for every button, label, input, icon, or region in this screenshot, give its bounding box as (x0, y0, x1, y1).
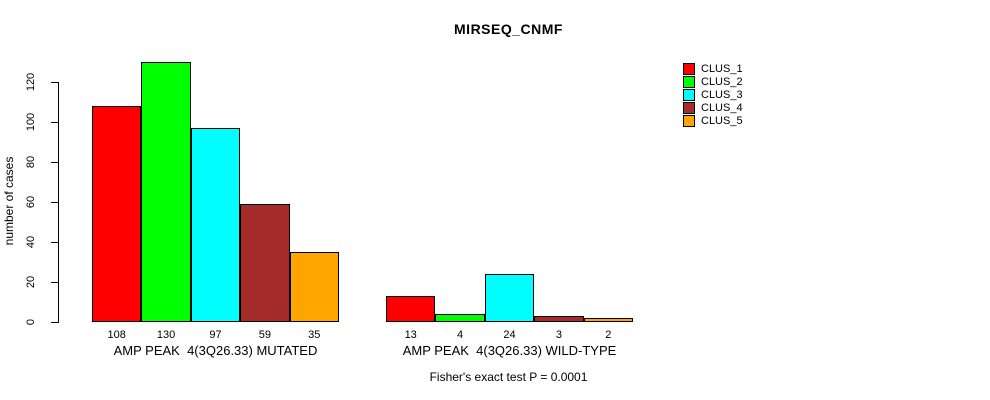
fisher-test-annotation: Fisher's exact test P = 0.0001 (429, 370, 588, 384)
group-label: AMP PEAK 4(3Q26.33) WILD-TYPE (402, 343, 617, 358)
legend-label: CLUS_2 (701, 76, 743, 88)
bar-clus_5-group2 (583, 318, 633, 322)
bar-clus_4-group1 (240, 204, 290, 322)
bar-value-label: 108 (107, 329, 126, 341)
y-tick (51, 202, 58, 203)
bar-clus_2-group2 (435, 314, 485, 322)
bar-clus_3-group2 (484, 274, 535, 322)
bar-value-label: 130 (156, 329, 176, 341)
bar-clus_2-group1 (141, 62, 191, 322)
y-tick (51, 162, 58, 163)
legend-label: CLUS_5 (701, 115, 743, 127)
legend-label: CLUS_1 (701, 63, 743, 75)
bar-clus_4-group2 (534, 316, 584, 322)
y-tick-label: 100 (25, 112, 37, 132)
y-tick-label: 60 (25, 195, 37, 209)
y-tick-label: 80 (25, 155, 37, 169)
bar-value-label: 35 (308, 329, 321, 341)
legend-swatch (683, 76, 695, 88)
bar-value-label: 13 (404, 329, 417, 341)
bar-clus_1-group1 (92, 106, 142, 322)
y-tick-label: 20 (25, 275, 37, 289)
legend-swatch (683, 89, 695, 101)
y-axis-label: number of cases (2, 156, 16, 246)
bar-clus_5-group1 (289, 252, 339, 322)
y-tick (51, 122, 58, 123)
bar-clus_1-group2 (386, 296, 436, 322)
legend-label: CLUS_4 (701, 102, 743, 114)
bar-value-label: 59 (258, 329, 272, 341)
bar-value-label: 4 (457, 329, 464, 341)
group-label: AMP PEAK 4(3Q26.33) MUTATED (113, 343, 318, 358)
y-tick (51, 242, 58, 243)
legend-swatch (683, 102, 695, 114)
y-tick-label: 0 (25, 318, 37, 326)
y-tick (51, 82, 58, 83)
bar-clus_3-group1 (190, 128, 241, 322)
legend-label: CLUS_3 (701, 89, 743, 101)
y-tick-label: 120 (25, 72, 37, 92)
bar-value-label: 2 (605, 329, 612, 341)
bar-value-label: 24 (503, 329, 516, 341)
y-axis-line (58, 82, 59, 323)
bar-value-label: 3 (555, 329, 562, 341)
y-tick (51, 282, 58, 283)
y-tick-label: 40 (25, 235, 37, 249)
legend-swatch (683, 63, 695, 75)
y-tick (51, 322, 58, 323)
bar-value-label: 97 (209, 329, 222, 341)
legend-swatch (683, 115, 695, 127)
chart-title: MIRSEQ_CNMF (454, 21, 563, 37)
